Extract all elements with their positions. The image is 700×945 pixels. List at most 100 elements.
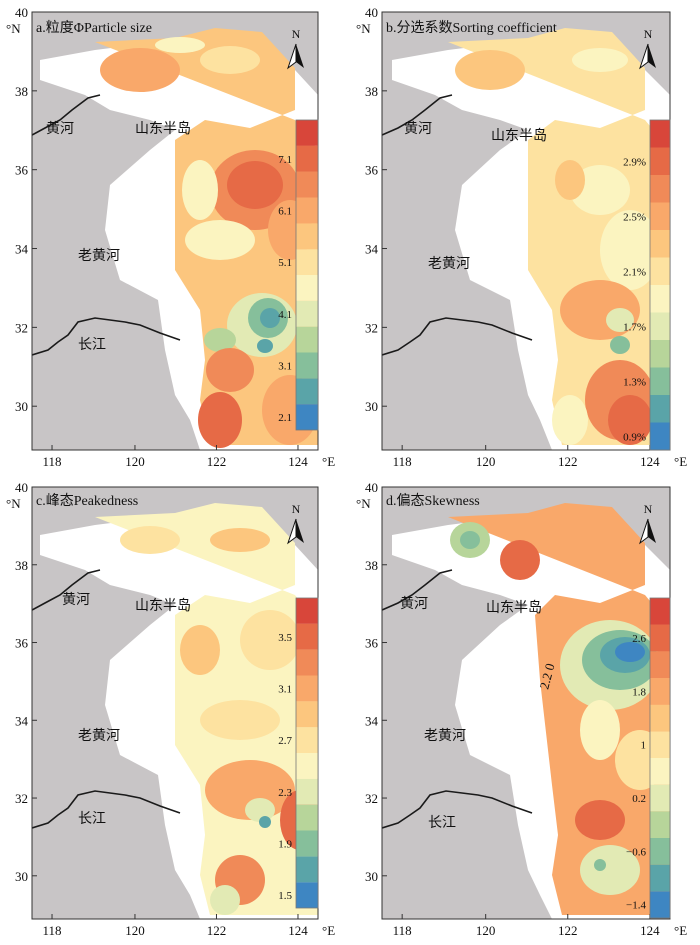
panel-title-d: d.偏态Skewness: [386, 493, 480, 509]
legend-swatch: [296, 404, 318, 430]
lat-tick-label: 36: [15, 163, 29, 178]
legend-layer: 7.1 6.1 5.1 4.1 3.1 2.1 2.9% 2.5% 2.1% 1.7% 1.3% 0.…: [278, 119, 671, 919]
lat-tick-label: 34: [15, 713, 29, 728]
north-arrow-icon: [296, 519, 304, 543]
legend-swatch: [296, 145, 318, 172]
legend-swatch: [296, 223, 318, 250]
yangtze-river-line: [32, 790, 181, 829]
legend-swatch: [650, 731, 670, 758]
legend-label: 2.5%: [623, 211, 646, 223]
legend-label: 3.1: [278, 683, 292, 695]
legend-swatch: [296, 623, 318, 650]
legend-label: 1: [641, 740, 647, 752]
legend-swatch: [650, 395, 670, 423]
panel-title-b: b.分选系数Sorting coefficient: [386, 20, 557, 36]
legend-label: 2.3: [278, 787, 292, 799]
lon-tick-label: 124: [640, 454, 660, 469]
lat-tick-label: 40: [365, 5, 378, 20]
yellow-river-line: [32, 94, 101, 136]
lat-tick-label: 32: [365, 320, 378, 335]
label-yellow-river: 黄河: [46, 120, 74, 137]
north-arrow-icon: [296, 44, 304, 68]
legend-swatch: [296, 830, 318, 857]
lon-unit-label: °E: [674, 923, 687, 938]
legend-frame: [649, 597, 671, 919]
panel-title-c: c.峰态Peakedness: [36, 493, 138, 509]
legend-swatch: [296, 378, 318, 405]
panel-c: [32, 487, 318, 919]
legend-label: 3.1: [278, 360, 292, 372]
lat-unit-label: °N: [6, 21, 21, 36]
legend-swatch: [296, 171, 318, 198]
legend-swatch: [650, 340, 670, 368]
lat-tick-label: 30: [15, 399, 28, 414]
lat-tick-label: 32: [15, 320, 28, 335]
legend-swatch: [296, 352, 318, 379]
legend-label: 0.2: [632, 793, 646, 805]
legend-swatch: [296, 753, 318, 779]
lon-tick-label: 122: [558, 454, 578, 469]
legend-swatch: [650, 651, 670, 678]
legend-swatch: [296, 249, 318, 275]
label-old-yellow-river: 老黄河: [78, 247, 120, 264]
legend-label: 1.3%: [623, 376, 646, 388]
legend-swatch: [296, 882, 318, 908]
lat-unit-label: °N: [6, 496, 21, 511]
lat-tick-label: 36: [365, 163, 379, 178]
lat-tick-label: 40: [15, 5, 28, 20]
lat-tick-label: 40: [365, 480, 378, 495]
legend-swatch: [296, 300, 318, 327]
legend-swatch: [650, 838, 670, 865]
yangtze-river-line: [382, 317, 533, 356]
yellow-river-line: [382, 569, 453, 611]
legend-label: 4.1: [278, 309, 292, 321]
label-yangtze: 长江: [78, 337, 106, 353]
lon-tick-label: 124: [288, 454, 308, 469]
label-yangtze: 长江: [78, 811, 106, 827]
label-shandong: 山东半岛: [491, 128, 547, 144]
contour-blobs: [120, 526, 318, 915]
north-label: N: [292, 502, 301, 516]
yangtze-river-line: [32, 317, 181, 356]
label-old-yellow-river: 老黄河: [424, 727, 466, 744]
lat-tick-label: 30: [15, 869, 28, 884]
lat-tick-label: 32: [15, 791, 28, 806]
panel-title-a: a.粒度ΦParticle size: [36, 20, 152, 36]
legend-swatch: [650, 758, 670, 785]
lon-tick-label: 122: [558, 923, 578, 938]
legend-label: 0.9%: [623, 431, 646, 443]
legend-label: 2.1: [278, 412, 292, 424]
legend-swatch: [650, 120, 670, 148]
north-arrows: N N N N: [287, 27, 656, 545]
lat-tick-label: 30: [365, 869, 378, 884]
legend-swatch: [296, 778, 318, 805]
label-old-yellow-river: 老黄河: [78, 727, 120, 744]
legend-swatch: [296, 120, 318, 146]
legend-swatch: [296, 598, 318, 624]
lat-tick-label: 38: [365, 84, 378, 99]
lat-tick-label: 34: [365, 242, 379, 257]
legend-swatch: [296, 727, 318, 753]
legend-swatch: [650, 678, 670, 705]
legend-frame: [649, 119, 671, 451]
lat-tick-label: 36: [15, 636, 29, 651]
label-yellow-river: 黄河: [404, 120, 432, 137]
axes-layer: 118 120 122 124 °E 40 38 36 34 32 30 °N 118 120 122 124…: [6, 5, 687, 938]
legend-label: 2.1%: [623, 266, 646, 278]
legend-frame: [295, 119, 319, 431]
legend-swatch: [650, 864, 670, 892]
legend-swatch: [650, 891, 670, 918]
label-shandong: 山东半岛: [135, 598, 191, 614]
legend-swatch: [650, 257, 670, 285]
yellow-river-line: [382, 94, 453, 136]
legend-swatch: [650, 598, 670, 625]
legend-label: −0.6: [626, 846, 646, 858]
north-label: N: [644, 27, 653, 41]
legend-swatch: [650, 175, 670, 203]
legend-swatch: [296, 197, 318, 224]
lon-tick-label: 118: [393, 923, 412, 938]
legend-swatch: [650, 422, 670, 450]
legend-label: −1.4: [626, 900, 646, 912]
legend-swatch: [296, 275, 318, 301]
